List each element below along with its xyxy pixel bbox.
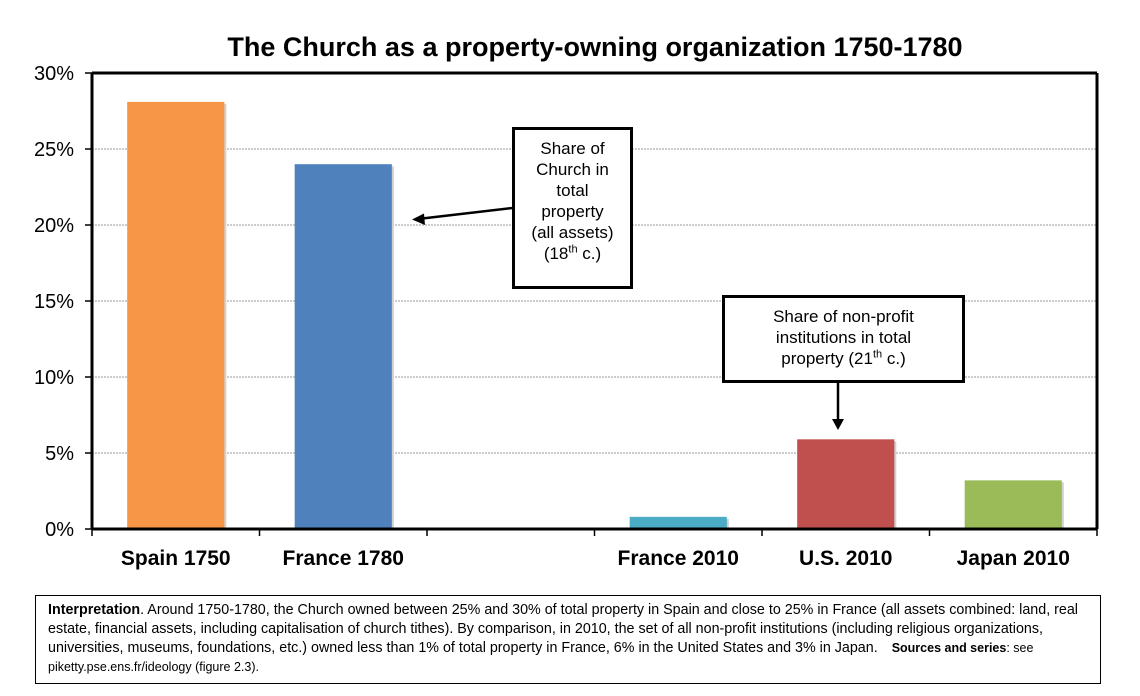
- church-arrow: [417, 206, 513, 221]
- church-arrowhead: [412, 213, 425, 225]
- nonprofit-annotation-text: c.): [882, 349, 906, 368]
- y-tick-label: 30%: [34, 63, 74, 85]
- y-tick-label: 15%: [34, 291, 74, 313]
- x-tick-label: France 2010: [618, 547, 739, 570]
- y-tick-label: 10%: [34, 367, 74, 389]
- bar: [294, 164, 392, 529]
- church-annotation: Share of Church in total property (all a…: [512, 127, 633, 289]
- interpretation-box: Interpretation. Around 1750-1780, the Ch…: [35, 595, 1101, 684]
- y-tick-label: 0%: [45, 519, 74, 541]
- bar-chart: 0% 5% 10% 15% 20% 25% 30% Spain 1750 France 178…: [34, 63, 1099, 570]
- church-annotation-text: c.): [577, 244, 602, 263]
- church-annotation-sup: th: [568, 243, 578, 256]
- chart-title: The Church as a property-owning organiza…: [227, 32, 963, 62]
- nonprofit-annotation-line: Share of non-profit: [773, 307, 914, 326]
- sources-note: Sources and series: see piketty.pse.ens.…: [48, 641, 1033, 674]
- nonprofit-annotation-line: property (21th c.): [725, 348, 962, 369]
- interpretation-text: . Around 1750-1780, the Church owned bet…: [48, 602, 1078, 656]
- church-annotation-text: (18: [543, 244, 569, 263]
- nonprofit-arrowhead: [832, 419, 844, 430]
- church-annotation-line: property: [541, 202, 604, 221]
- axes: [85, 71, 1099, 536]
- church-annotation-line: (all assets): [531, 223, 614, 242]
- x-tick-labels: Spain 1750 France 1780 France 2010 U.S. 201…: [121, 547, 1070, 570]
- x-tick-label: U.S. 2010: [799, 547, 892, 570]
- bar: [629, 516, 727, 529]
- x-tick-label: France 1780: [283, 547, 404, 570]
- y-tick-labels: 0% 5% 10% 15% 20% 25% 30%: [34, 63, 74, 541]
- interpretation-label: Interpretation: [48, 602, 141, 618]
- nonprofit-annotation-sup: th: [872, 348, 883, 361]
- church-annotation-line: (18th c.): [515, 243, 630, 264]
- annotation-arrows: [412, 206, 844, 430]
- x-tick-label: Spain 1750: [121, 547, 231, 570]
- y-tick-label: 25%: [34, 139, 74, 161]
- y-tick-label: 20%: [34, 215, 74, 237]
- bar: [797, 439, 895, 529]
- nonprofit-annotation-line: institutions in total: [775, 328, 912, 347]
- church-annotation-line: Share of: [540, 139, 605, 158]
- sources-label: Sources and series: [891, 641, 1007, 655]
- bar: [964, 480, 1062, 529]
- bar: [127, 101, 225, 529]
- church-annotation-line: Church in: [536, 160, 609, 179]
- nonprofit-annotation: Share of non-profit institutions in tota…: [722, 295, 965, 383]
- church-annotation-line: total: [556, 181, 589, 200]
- nonprofit-annotation-text: property (21: [781, 349, 873, 368]
- y-tick-label: 5%: [45, 443, 74, 465]
- sources-text: : see piketty.pse.ens.fr/ideology (figur…: [48, 641, 1034, 674]
- bars: [127, 101, 1064, 529]
- x-tick-label: Japan 2010: [957, 547, 1070, 570]
